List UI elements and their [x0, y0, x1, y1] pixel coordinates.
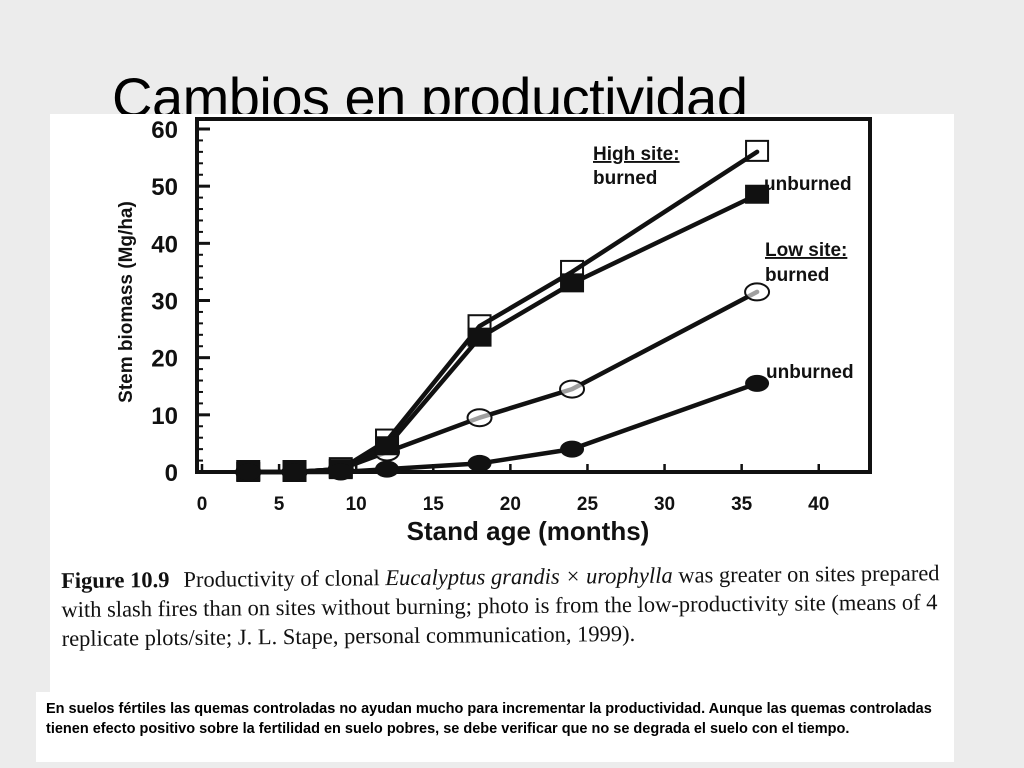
legend-high-unburned: unburned [764, 174, 852, 195]
caption-text-start: Productivity of clonal [183, 565, 386, 592]
x-tick-label: 0 [197, 494, 208, 515]
line-low-burned [246, 289, 760, 475]
marker-low-unburned [745, 374, 770, 392]
legend-low-burned: burned [765, 265, 829, 286]
x-axis-label: Stand age (months) [407, 516, 650, 546]
series-markers [235, 139, 771, 482]
marker-low-unburned [560, 440, 585, 458]
summary-box: En suelos fértiles las quemas controlada… [36, 692, 954, 762]
marker-low-unburned [236, 463, 261, 481]
x-tick-label: 30 [654, 494, 675, 515]
x-tick-label: 10 [346, 494, 367, 515]
y-tick-label: 30 [151, 289, 178, 316]
y-tick-label: 20 [151, 346, 178, 373]
marker-low-burned [559, 379, 586, 399]
marker-low-burned [466, 408, 493, 428]
biomass-chart: 0 10 20 30 40 50 60 0 5 10 15 20 25 30 35 40 Stand age… [116, 117, 872, 546]
marker-high-unburned [467, 327, 492, 347]
y-tick-label: 40 [151, 231, 178, 258]
figure-panel: 0 10 20 30 40 50 60 0 5 10 15 20 25 30 35 40 Stand age… [50, 114, 954, 692]
marker-low-burned [744, 282, 771, 302]
marker-high-unburned [560, 273, 585, 293]
y-axis-ticks: 0 10 20 30 40 50 60 [151, 117, 210, 487]
y-tick-label: 10 [151, 403, 178, 430]
y-axis-label: Stem biomass (Mg/ha) [116, 201, 137, 403]
marker-low-unburned [375, 460, 400, 478]
series-lines [246, 149, 760, 475]
plot-frame [195, 117, 872, 474]
legend-low-site-heading: Low site: [765, 240, 847, 261]
line-high-burned [246, 149, 760, 475]
y-tick-label: 50 [151, 174, 178, 201]
marker-high-unburned [745, 184, 770, 204]
legend-low-unburned: unburned [766, 362, 854, 383]
x-tick-label: 40 [808, 494, 829, 515]
marker-low-unburned [282, 463, 307, 481]
x-tick-label: 20 [500, 494, 521, 515]
x-tick-label: 15 [423, 494, 445, 515]
figure-caption: Figure 10.9 Productivity of clonal Eucaly… [61, 558, 946, 653]
line-low-unburned [246, 381, 760, 475]
marker-high-burned [745, 139, 770, 162]
legend-high-site-heading: High site: [593, 144, 680, 165]
caption-species: Eucalyptus grandis × urophylla [385, 562, 673, 591]
x-tick-label: 35 [731, 494, 753, 515]
legend-high-burned: burned [593, 168, 657, 189]
figure-number: Figure 10.9 [61, 567, 170, 593]
y-tick-label: 60 [151, 117, 178, 144]
marker-low-unburned [328, 463, 353, 481]
x-tick-label: 25 [577, 494, 599, 515]
marker-high-unburned [375, 436, 400, 456]
marker-low-unburned [467, 454, 492, 472]
summary-text: En suelos fértiles las quemas controlada… [46, 701, 932, 737]
y-tick-label: 0 [165, 460, 178, 487]
x-tick-label: 5 [274, 494, 285, 515]
